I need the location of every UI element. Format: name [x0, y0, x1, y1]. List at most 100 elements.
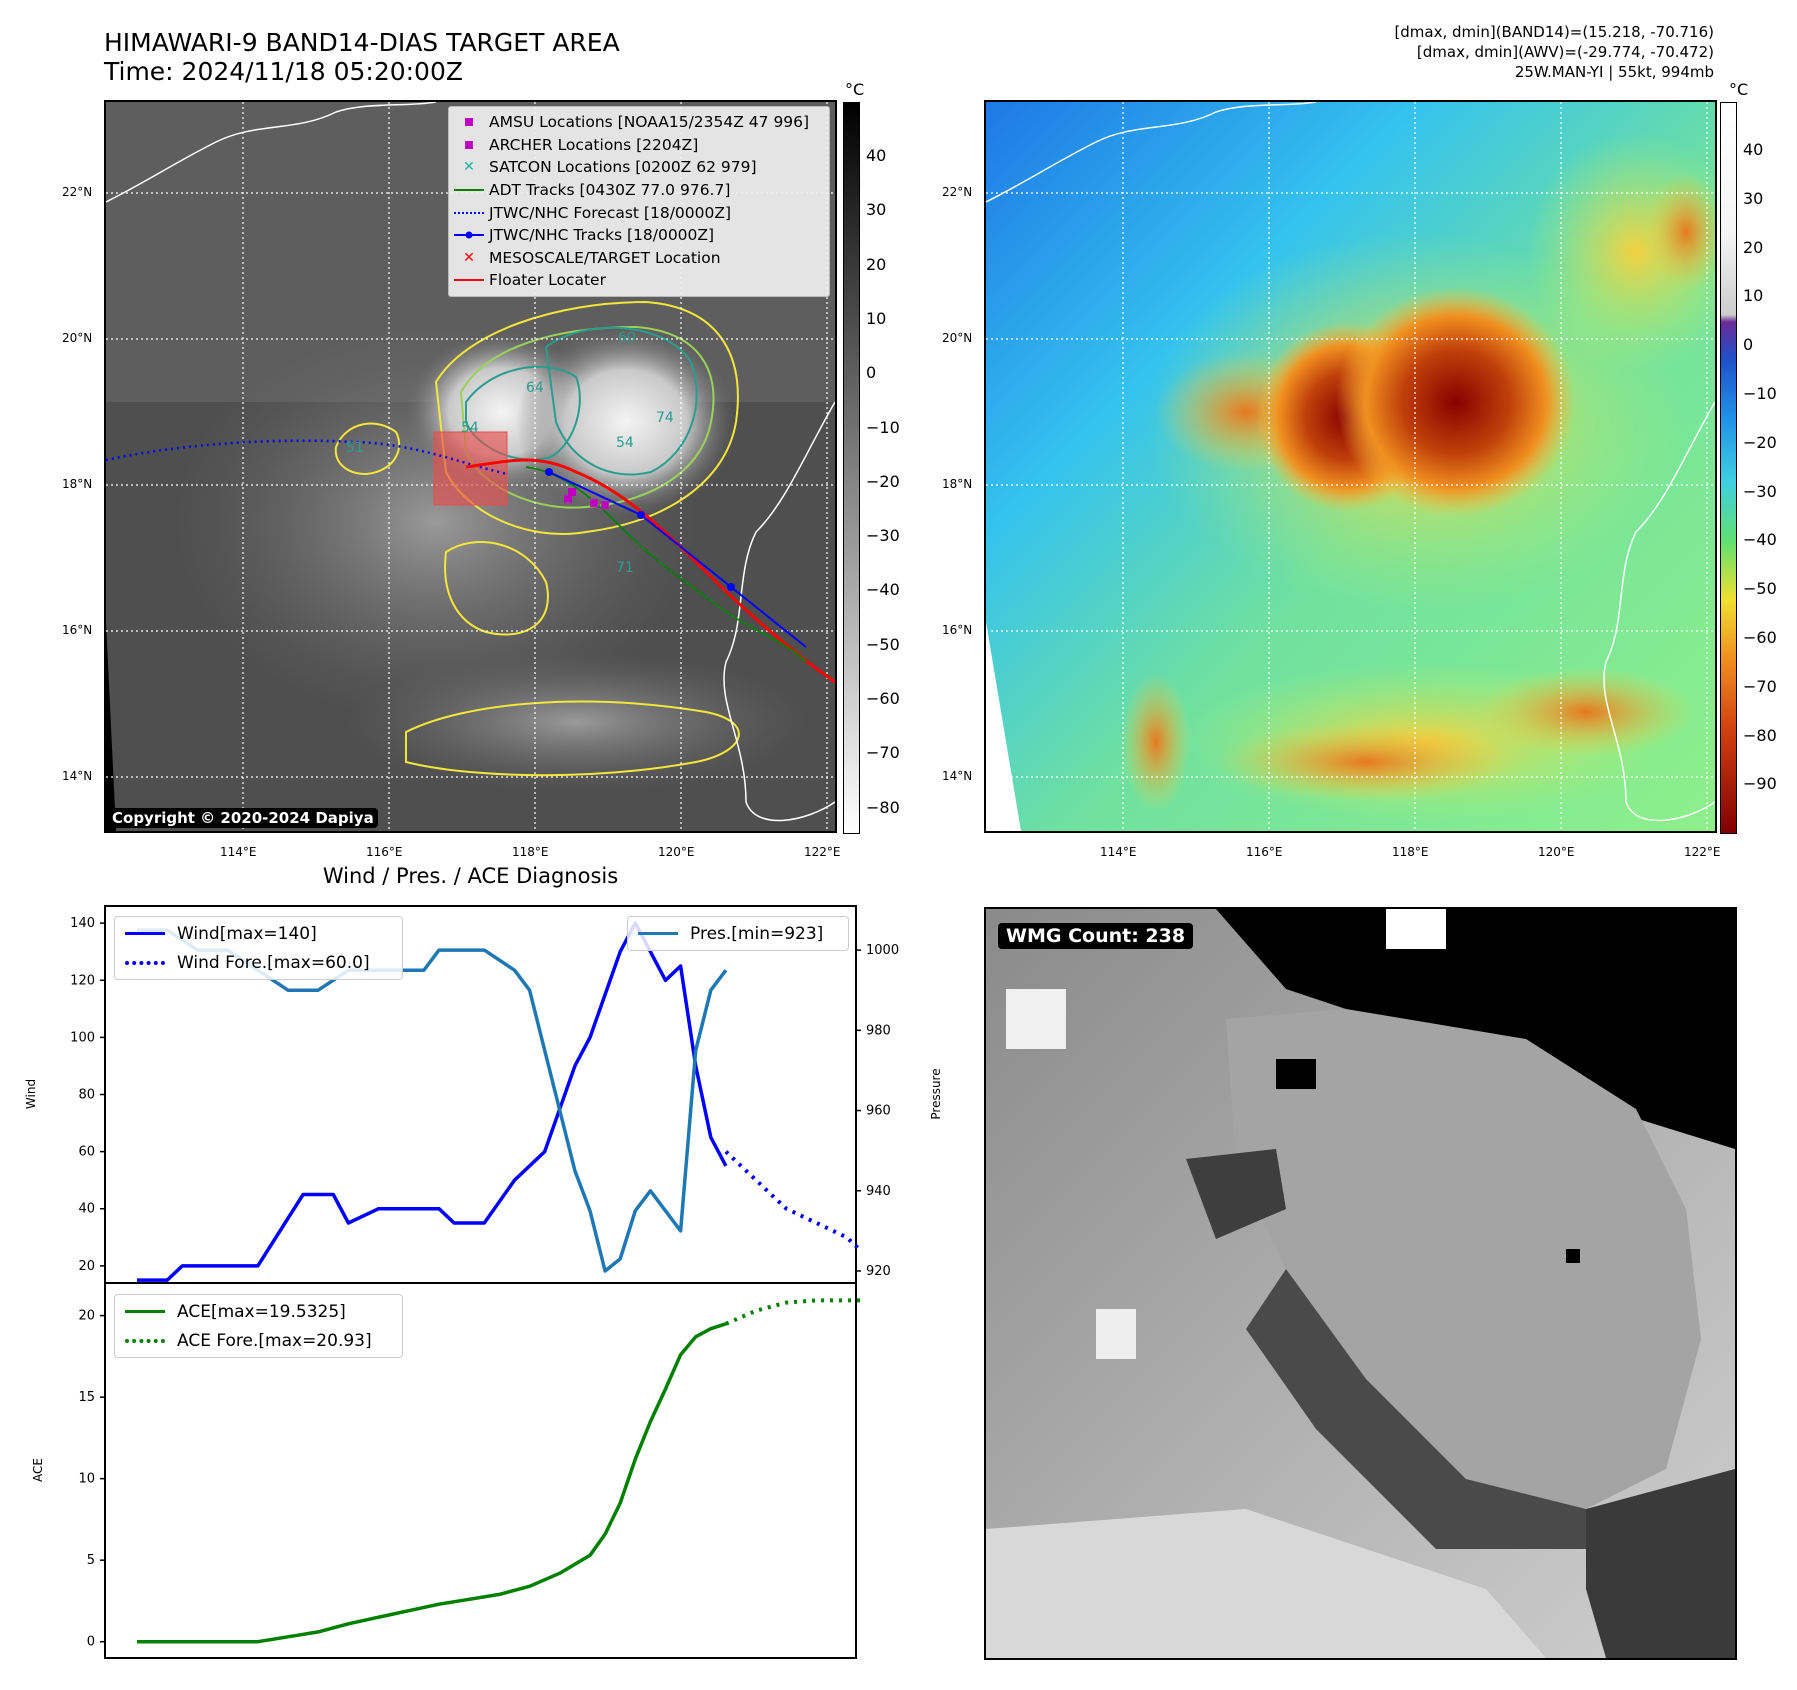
copyright-badge: Copyright © 2020-2024 Dapiya — [108, 808, 378, 828]
wind-tick-label: 20 — [78, 1259, 95, 1274]
lat-tick-label: 14°N — [62, 769, 93, 783]
wind-tick-label: 100 — [70, 1030, 95, 1045]
coastline-north — [986, 102, 1317, 203]
wmg-grayscale-image: WMG Count: 238 — [984, 907, 1737, 1660]
colorbar-tick: −80 — [1743, 725, 1777, 745]
wind-tick-label: 120 — [70, 973, 95, 988]
lat-tick-label: 22°N — [62, 185, 93, 199]
legend-item-floater: Floater Locater — [449, 269, 829, 292]
coastline-east — [1603, 401, 1715, 822]
line-icon — [125, 1310, 165, 1313]
pressure-tick-label: 920 — [866, 1264, 891, 1279]
contour-mid — [444, 541, 549, 636]
square-icon — [465, 140, 473, 149]
pressure-axis-label: Pressure — [929, 1068, 943, 1119]
jtwc-point — [727, 583, 735, 591]
mesoscale-target-box — [433, 431, 508, 506]
pressure-tick-label: 940 — [866, 1184, 891, 1199]
rainband-west — [1121, 672, 1191, 812]
pressure-tick-label: 960 — [866, 1104, 891, 1119]
lat-tick-label: 22°N — [942, 185, 973, 199]
colorbar-unit: °C — [845, 80, 865, 99]
lat-tick-label: 18°N — [942, 477, 973, 491]
wmg-dark-band — [1246, 1269, 1586, 1549]
colorbar-tick: 10 — [866, 308, 887, 328]
wind-series-line — [137, 921, 728, 1282]
wmg-dark-north — [1216, 909, 1735, 1149]
dotted-line-icon — [125, 960, 165, 965]
line-icon — [454, 279, 484, 282]
lat-tick-label: 18°N — [62, 477, 93, 491]
wind-y-ticks: 20 40 60 80 100 120 140 — [70, 916, 105, 1274]
top-left-title-line2: Time: 2024/11/18 05:20:00Z — [104, 57, 463, 86]
wmg-dark-se — [1586, 1469, 1735, 1658]
legend-item-archer: ARCHER Locations [2204Z] — [449, 134, 829, 157]
x-mark-icon: ✕ — [463, 159, 475, 176]
colorbar-tick: 0 — [866, 363, 877, 383]
colorbar-tick: −70 — [866, 743, 900, 763]
wmg-dark-patch — [1186, 1149, 1286, 1239]
lon-tick-label: 116°E — [1246, 845, 1283, 859]
wind-forecast-line — [724, 1150, 864, 1254]
wmg-count-badge: WMG Count: 238 — [998, 923, 1194, 949]
pressure-tick-label: 980 — [866, 1023, 891, 1038]
adt-track — [525, 466, 807, 663]
band14-satellite-map: 54 64 60 54 74 51 71 AMSU Locations [NOA… — [104, 100, 837, 833]
wmg-bright-south — [986, 1509, 1546, 1658]
dotted-line-icon — [454, 211, 484, 214]
colorbar-tick: −50 — [1743, 579, 1777, 599]
ace-lines — [137, 1298, 862, 1644]
colorbar-tick: 30 — [1743, 188, 1764, 208]
jtwc-forecast-track — [106, 439, 508, 476]
colored-colorbar — [1720, 102, 1737, 834]
wmg-dark-speck — [1276, 1059, 1316, 1089]
legend-item-wind-forecast: Wind Fore.[max=60.0] — [115, 948, 402, 977]
archer-marker — [590, 499, 598, 507]
legend-item-mesoscale: ✕ MESOSCALE/TARGET Location — [449, 247, 829, 270]
legend-label: JTWC/NHC Tracks [18/0000Z] — [489, 226, 715, 245]
legend-label: MESOSCALE/TARGET Location — [489, 248, 721, 267]
jtwc-track — [548, 471, 807, 648]
lat-tick-label: 16°N — [62, 623, 93, 637]
info-line3: 25W.MAN-YI | 55kt, 994mb — [1514, 63, 1714, 81]
rainband-south — [346, 652, 806, 792]
colorbar-tick: −50 — [866, 634, 900, 654]
ace-tick-label: 0 — [87, 1635, 95, 1650]
wind-lines — [137, 921, 864, 1282]
legend-label: Floater Locater — [489, 271, 606, 290]
legend-label: AMSU Locations [NOAA15/2354Z 47 996] — [489, 113, 810, 132]
lon-tick-label: 120°E — [658, 845, 695, 859]
lat-tick-label: 14°N — [942, 769, 973, 783]
wind-legend: Wind[max=140] Wind Fore.[max=60.0] — [114, 916, 403, 980]
legend-label: ADT Tracks [0430Z 77.0 976.7] — [489, 181, 731, 200]
contour-label: 51 — [346, 440, 364, 456]
contour-label: 71 — [616, 560, 634, 576]
colorbar-tick: 40 — [1743, 140, 1764, 159]
lon-tick-label: 114°E — [220, 845, 257, 859]
contour-label: 64 — [526, 380, 544, 396]
wind-tick-label: 60 — [78, 1145, 95, 1160]
lon-tick-label: 118°E — [512, 845, 549, 859]
info-line1: [dmax, dmin](BAND14)=(15.218, -70.716) — [1394, 23, 1714, 41]
wmg-eye-region — [1226, 1009, 1701, 1509]
jtwc-point — [637, 511, 645, 519]
wmg-bright-patch — [1006, 989, 1066, 1049]
floater-track — [465, 458, 835, 684]
rainband-east — [1476, 667, 1696, 757]
lon-tick-label: 114°E — [1100, 845, 1137, 859]
contour-green — [459, 325, 715, 509]
jtwc-point — [545, 468, 553, 476]
legend-label: Wind[max=140] — [177, 923, 317, 944]
line-icon — [638, 932, 678, 935]
ace-series-line — [137, 1322, 727, 1644]
colorbar-tick: −30 — [1743, 481, 1777, 501]
wind-tick-label: 80 — [78, 1088, 95, 1103]
rainband-core — [1216, 722, 1516, 802]
square-icon — [465, 118, 473, 127]
contour-label: 54 — [461, 420, 479, 436]
ace-tick-label: 10 — [78, 1472, 95, 1487]
legend-label: ACE Fore.[max=20.93] — [177, 1330, 372, 1351]
legend-label: Pres.[min=923] — [690, 923, 824, 944]
legend-item-pressure: Pres.[min=923] — [628, 919, 848, 948]
archer-marker — [601, 501, 609, 509]
